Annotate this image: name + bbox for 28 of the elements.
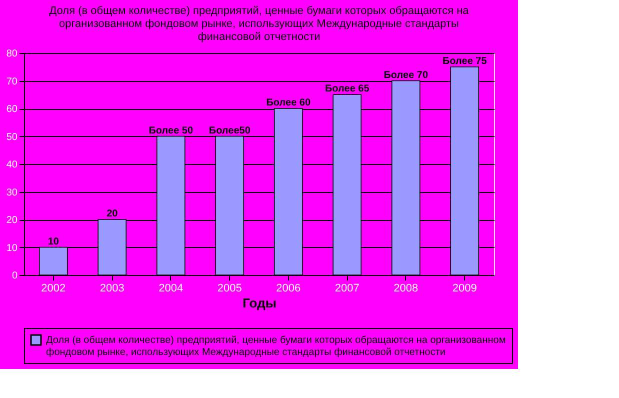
y-tick-label: 30 bbox=[6, 187, 18, 198]
x-tick-label: 2009 bbox=[452, 282, 477, 294]
x-tick-label: 2007 bbox=[334, 282, 360, 294]
y-tick-label: 10 bbox=[6, 242, 18, 254]
data-label: Более 70 bbox=[384, 70, 428, 81]
x-tick-label: 2008 bbox=[394, 282, 418, 294]
data-label: 20 bbox=[106, 208, 118, 220]
data-label: Более 65 bbox=[324, 84, 370, 95]
x-tick-label: 2004 bbox=[158, 282, 184, 294]
y-tick-label: 40 bbox=[6, 160, 18, 170]
x-tick-label: 2003 bbox=[100, 282, 124, 294]
chart-title: Доля (в общем количестве) предприятий, ценные бумаги которых обращаются на организованном фондовом рынке, использующих Международные стандарты финансовой отчетности bbox=[49, 5, 470, 43]
y-tick-label: 50 bbox=[6, 132, 18, 143]
y-tick-label: 20 bbox=[6, 215, 18, 226]
x-axis-title: Годы bbox=[242, 296, 276, 310]
data-label: Более50 bbox=[208, 125, 251, 136]
data-label: Более 60 bbox=[266, 98, 311, 108]
y-tick-label: 60 bbox=[6, 104, 18, 115]
data-label: 10 bbox=[48, 236, 60, 248]
data-label: Более 50 bbox=[148, 125, 194, 136]
y-tick-label: 80 bbox=[6, 48, 18, 60]
x-tick-label: 2002 bbox=[41, 282, 66, 294]
y-tick-label: 70 bbox=[6, 76, 18, 88]
data-label: Более 75 bbox=[442, 56, 488, 67]
legend-label: Доля (в общем количестве) предприятий, ценные бумаги которых обращаются на организованном фондовом рынке, использующих Международные стандарты финансовой отчетности bbox=[46, 335, 506, 358]
x-tick-label: 2005 bbox=[217, 282, 242, 294]
x-tick-label: 2006 bbox=[276, 282, 301, 294]
y-tick-label: 0 bbox=[12, 270, 18, 282]
